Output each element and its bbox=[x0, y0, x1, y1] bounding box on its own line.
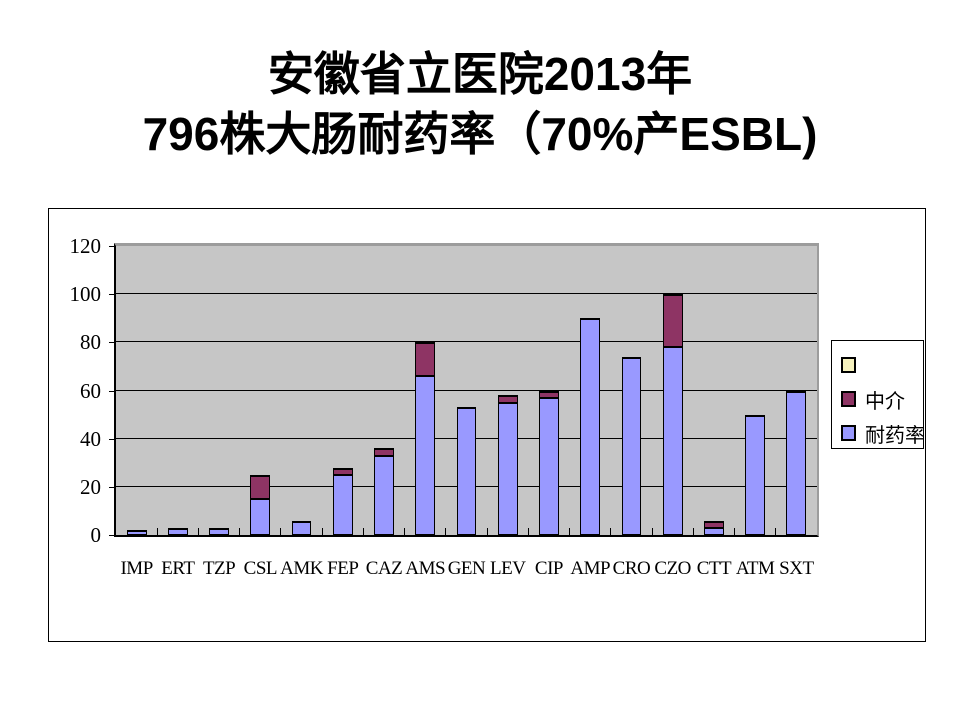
legend-label: 中介 bbox=[865, 390, 905, 413]
gridline bbox=[116, 389, 817, 391]
bar-segment-中介-CSL bbox=[250, 474, 271, 499]
legend-row: 耐药率 bbox=[841, 416, 925, 450]
bar-segment-中介-CTT bbox=[704, 520, 724, 528]
bar-segment-中介-AMS bbox=[415, 342, 436, 377]
bar-segment-中介-LEV bbox=[497, 395, 518, 403]
category-label-GEN: GEN bbox=[447, 558, 486, 579]
bar-segment-耐药率-LEV bbox=[497, 402, 518, 535]
slide-title-line2: 796株大肠耐药率（70%产ESBL) bbox=[142, 108, 818, 160]
category-label-TZP: TZP bbox=[202, 558, 236, 579]
bar-segment-耐药率-GEN bbox=[456, 407, 477, 535]
bar-segment-耐药率-CIP bbox=[539, 397, 559, 535]
category-tick bbox=[404, 528, 406, 535]
legend-swatch-icon bbox=[841, 391, 856, 407]
legend-swatch-icon bbox=[841, 357, 856, 373]
category-tick bbox=[156, 528, 158, 535]
category-tick bbox=[734, 528, 736, 535]
bar-segment-中介-FEP bbox=[332, 467, 353, 475]
y-tick-label: 0 bbox=[90, 523, 102, 547]
category-tick bbox=[651, 528, 653, 535]
bar-segment-耐药率-ERT bbox=[167, 527, 188, 535]
bar-segment-耐药率-CZO bbox=[662, 347, 683, 535]
bar-segment-耐药率-SXT bbox=[786, 390, 807, 535]
category-label-IMP: IMP bbox=[120, 558, 153, 579]
y-axis-tick bbox=[109, 246, 114, 247]
category-label-AMK: AMK bbox=[280, 558, 323, 579]
bar-segment-耐药率-ATM bbox=[745, 414, 766, 535]
bar-segment-耐药率-TZP bbox=[209, 527, 229, 535]
category-tick bbox=[239, 528, 241, 535]
x-axis-labels: IMP ERT TZP CSL AMK FEP CAZ AMS GEN LEV CIP AMP CRO C… bbox=[49, 558, 927, 584]
legend: 中介 耐药率 bbox=[831, 340, 925, 450]
category-label-CIP: CIP bbox=[534, 558, 564, 579]
bar-segment-耐药率-AMS bbox=[415, 376, 436, 535]
plot-area bbox=[114, 243, 819, 537]
category-label-LEV: LEV bbox=[490, 558, 526, 579]
y-axis-labels: 0 20 40 60 80 100 120 bbox=[49, 209, 114, 641]
bar-segment-耐药率-CTT bbox=[704, 527, 724, 535]
category-tick bbox=[569, 528, 571, 535]
y-axis-tick bbox=[109, 535, 114, 536]
bar-segment-耐药率-CRO bbox=[621, 356, 642, 535]
category-tick bbox=[610, 528, 612, 535]
legend-row bbox=[841, 348, 923, 382]
bar-segment-耐药率-AMP bbox=[580, 318, 601, 535]
category-label-ERT: ERT bbox=[161, 558, 195, 579]
category-tick bbox=[280, 528, 282, 535]
category-tick bbox=[197, 528, 199, 535]
bar-segment-中介-CIP bbox=[539, 390, 559, 398]
category-tick bbox=[445, 528, 447, 535]
y-tick-label: 60 bbox=[80, 378, 101, 403]
y-tick-label: 100 bbox=[69, 282, 102, 307]
chart-frame: 0 20 40 60 80 100 120 IMP ERT TZP CSL AMK FEP CAZ AMS… bbox=[48, 208, 926, 642]
legend-label: 耐药率 bbox=[865, 424, 925, 447]
bar-segment-中介-CZO bbox=[662, 294, 683, 348]
bar-segment-耐药率-CSL bbox=[250, 498, 271, 535]
legend-row: 中介 bbox=[841, 382, 923, 416]
y-tick-label: 120 bbox=[69, 234, 102, 258]
bar-segment-耐药率-FEP bbox=[332, 474, 353, 535]
category-label-SXT: SXT bbox=[779, 558, 814, 579]
category-label-ATM: ATM bbox=[735, 558, 775, 579]
category-label-AMP: AMP bbox=[570, 558, 611, 579]
bar-segment-中介-CAZ bbox=[374, 448, 394, 456]
y-axis-tick bbox=[109, 486, 114, 488]
category-label-CZO: CZO bbox=[654, 558, 691, 579]
category-label-AMS: AMS bbox=[405, 558, 446, 579]
slide-title-line1: 安徽省立医院2013年 bbox=[267, 48, 693, 100]
category-tick bbox=[775, 528, 777, 535]
slide-title: 安徽省立医院2013年 796株大肠耐药率（70%产ESBL) bbox=[0, 44, 960, 164]
gridline bbox=[116, 341, 817, 343]
category-label-CSL: CSL bbox=[243, 558, 278, 579]
category-tick bbox=[362, 528, 364, 535]
legend-swatch-icon bbox=[841, 425, 856, 441]
y-tick-label: 80 bbox=[80, 330, 101, 355]
category-tick bbox=[692, 528, 694, 535]
y-tick-label: 20 bbox=[80, 474, 101, 499]
gridline bbox=[116, 293, 817, 295]
y-axis-tick bbox=[109, 390, 114, 392]
y-axis-tick bbox=[109, 438, 114, 440]
category-label-CRO: CRO bbox=[612, 558, 651, 579]
y-axis-tick bbox=[109, 294, 114, 296]
bar-segment-耐药率-CAZ bbox=[374, 455, 394, 535]
bar-segment-耐药率-IMP bbox=[126, 530, 147, 535]
y-tick-label: 40 bbox=[80, 426, 101, 451]
bar-segment-耐药率-AMK bbox=[291, 520, 312, 535]
category-tick bbox=[321, 528, 323, 535]
category-tick bbox=[527, 528, 529, 535]
category-label-CTT: CTT bbox=[696, 558, 732, 579]
y-axis-tick bbox=[109, 342, 114, 344]
category-label-FEP: FEP bbox=[327, 558, 359, 579]
category-tick bbox=[486, 528, 488, 535]
category-label-CAZ: CAZ bbox=[365, 558, 403, 579]
